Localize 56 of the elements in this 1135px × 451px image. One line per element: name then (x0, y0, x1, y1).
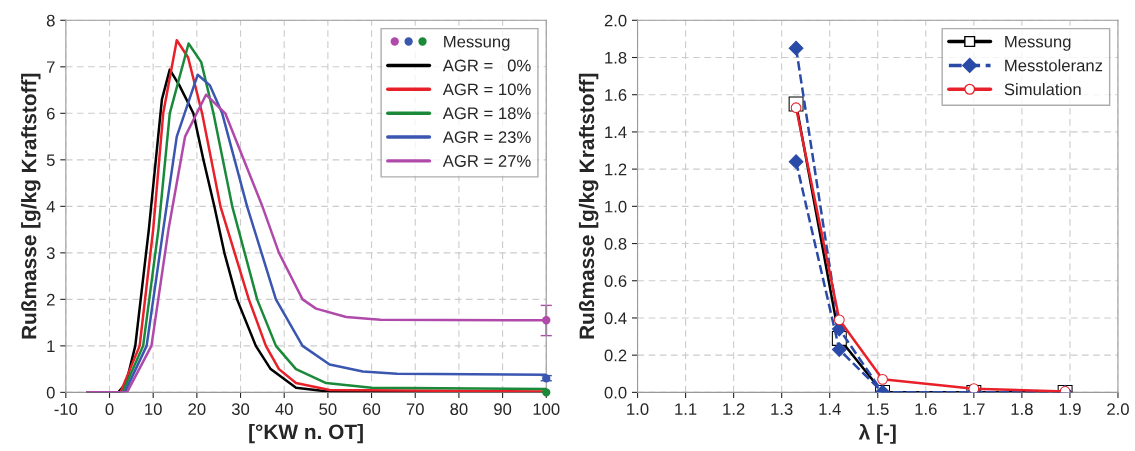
y-tick-label: 1.4 (605, 126, 627, 138)
y-tick-label: 0.6 (604, 275, 627, 287)
y-tick-label: 6 (46, 107, 55, 120)
x-tick-label: 70 (406, 403, 424, 416)
legend-label: AGR = 18% (442, 107, 531, 120)
y-tick-label: 0.2 (604, 349, 627, 362)
x-tick-label: 90 (494, 403, 512, 416)
legend-label: Simulation (1004, 83, 1081, 96)
x-tick-label: 1.1 (675, 403, 697, 415)
x-tick-label: 60 (363, 403, 381, 416)
legend-label: AGR = 23% (442, 131, 531, 144)
x-tick-label: 1.7 (963, 403, 985, 415)
y-tick-label: 4 (46, 200, 55, 213)
y-tick-label: 2.0 (604, 14, 627, 27)
y-tick-label: 2 (46, 293, 55, 306)
x-tick-label: 1.4 (819, 403, 841, 415)
legend-label: AGR = 27% (442, 155, 531, 167)
x-axis-title: λ [-] (858, 423, 896, 444)
y-tick-label: 0.8 (604, 237, 627, 250)
x-tick-label: 1.3 (771, 403, 793, 416)
x-tick-label: 1.9 (1059, 403, 1081, 416)
y-tick-label: 1.6 (605, 89, 627, 101)
x-tick-label: 30 (231, 403, 250, 416)
y-tick-label: 7 (47, 61, 55, 73)
y-tick-label: 0.4 (604, 312, 627, 325)
x-axis-title: [°KW n. OT] (249, 423, 363, 444)
x-tick-label: 100 (533, 403, 560, 416)
legend-label: Messung (444, 35, 510, 51)
legend-label: AGR = 10% (442, 83, 531, 96)
y-axis-title: Rußmasse [g/kg Kraftstoff] (578, 73, 599, 339)
y-tick-label: 5 (46, 154, 55, 167)
x-tick-label: 1.6 (915, 403, 937, 416)
y-axis-title: Rußmasse [g/kg Kraftstoff] (21, 73, 41, 339)
y-tick-label: 1.2 (605, 163, 627, 176)
legend-label: AGR = 0% (442, 59, 531, 72)
x-tick-label: 1.5 (867, 403, 889, 416)
y-tick-label: 3 (46, 247, 55, 260)
y-tick-label: 1.8 (605, 51, 627, 64)
x-tick-label: 0 (105, 403, 114, 416)
x-tick-label: 2.0 (1107, 403, 1129, 416)
y-tick-label: 0 (46, 386, 55, 399)
x-tick-label: 40 (275, 403, 293, 416)
x-tick-label: 1.8 (1011, 403, 1033, 416)
x-tick-label: 80 (450, 403, 468, 416)
legend-label: Messung (1005, 35, 1071, 51)
x-tick-label: 10 (145, 403, 162, 416)
x-tick-label: 1.0 (627, 403, 649, 416)
y-tick-label: 0.0 (604, 386, 627, 399)
y-tick-label: 8 (46, 14, 55, 27)
y-tick-label: 1.0 (605, 200, 627, 213)
y-tick-label: 1 (47, 340, 55, 352)
x-tick-label: -10 (54, 403, 78, 416)
legend-label: Messtoleranz (1005, 59, 1103, 72)
x-tick-label: 50 (319, 403, 337, 416)
x-tick-label: 1.2 (723, 403, 745, 415)
x-tick-label: 20 (188, 403, 206, 416)
